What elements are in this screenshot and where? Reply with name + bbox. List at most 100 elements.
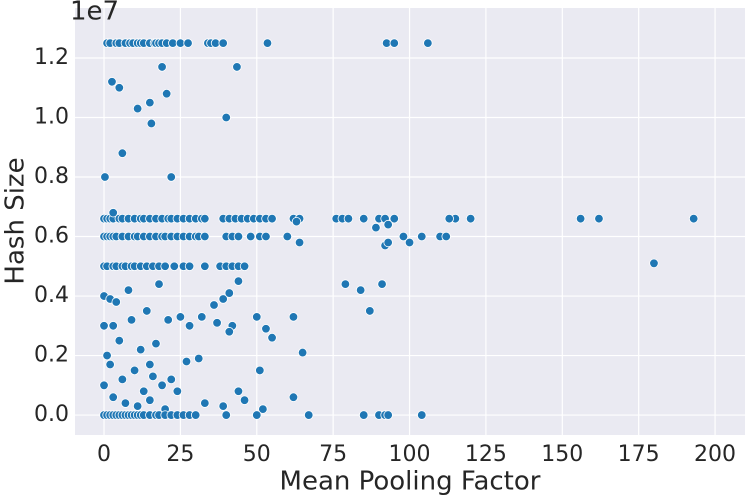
points [99,38,699,420]
point [267,213,277,224]
point [688,213,699,224]
point [377,279,387,289]
point [383,237,393,248]
point [444,213,454,224]
y-tick-label: 0.0 [34,402,69,427]
point [126,315,137,325]
point [132,103,143,114]
point [575,213,586,224]
point [649,258,659,269]
point [145,395,155,405]
point [255,365,265,376]
point [190,410,201,420]
point [135,344,146,355]
point [108,321,118,331]
x-tick-label: 175 [618,442,660,467]
point [184,261,195,271]
x-tick-label: 25 [166,442,194,467]
point [161,88,172,99]
point [294,237,305,248]
point [175,312,186,322]
point [261,324,271,334]
point [100,172,110,182]
point [99,321,109,331]
point [145,359,155,370]
point [340,279,351,289]
point [166,172,176,182]
point [252,410,262,420]
point [117,374,128,385]
point [297,347,308,358]
point [181,356,192,367]
point [239,261,250,271]
point [108,208,118,218]
point [304,410,314,420]
point [291,216,302,227]
x-tick-label: 0 [97,442,111,467]
point [218,401,228,411]
point [239,395,250,405]
point [169,261,179,271]
point [154,279,164,289]
point [157,62,167,72]
point [163,315,173,325]
point [233,386,244,396]
point [389,213,399,224]
x-tick-label: 75 [319,442,347,467]
point [200,231,210,242]
point [160,261,170,271]
point [383,219,393,230]
point [288,392,299,402]
point [417,410,427,420]
point [105,359,115,370]
point [441,231,451,242]
point [200,213,210,224]
point [200,261,210,271]
point [114,83,125,93]
point [359,213,369,224]
point [224,327,234,337]
point [157,380,167,391]
point [218,294,228,304]
point [245,231,256,242]
point [389,38,399,48]
point [172,386,183,396]
point [151,338,161,349]
point [258,404,268,414]
point [194,353,204,364]
point [288,312,299,322]
y-tick-label: 0.6 [34,224,69,249]
point [145,97,155,108]
point [267,332,277,343]
point [221,410,231,420]
x-axis-label: Mean Pooling Factor [280,467,541,497]
point [252,312,262,322]
point [233,276,244,286]
point [111,297,121,307]
point [197,312,207,322]
point [120,398,131,408]
point [594,213,604,224]
point [166,374,176,385]
point [200,398,210,408]
point [142,306,152,316]
point [132,401,143,411]
x-tick-label: 100 [389,442,431,467]
x-tick-label: 125 [465,442,507,467]
x-tick-label: 150 [541,442,583,467]
point [417,231,427,242]
point [184,321,195,331]
point [183,38,193,48]
point [343,213,354,224]
y-tick-label: 0.2 [34,343,69,368]
point [108,392,118,402]
point [355,285,366,295]
point [233,231,244,242]
point [365,306,375,316]
grid [75,8,745,435]
point [221,112,231,123]
point [218,38,228,48]
y-tick-label: 1.0 [34,105,69,130]
point [139,386,149,396]
